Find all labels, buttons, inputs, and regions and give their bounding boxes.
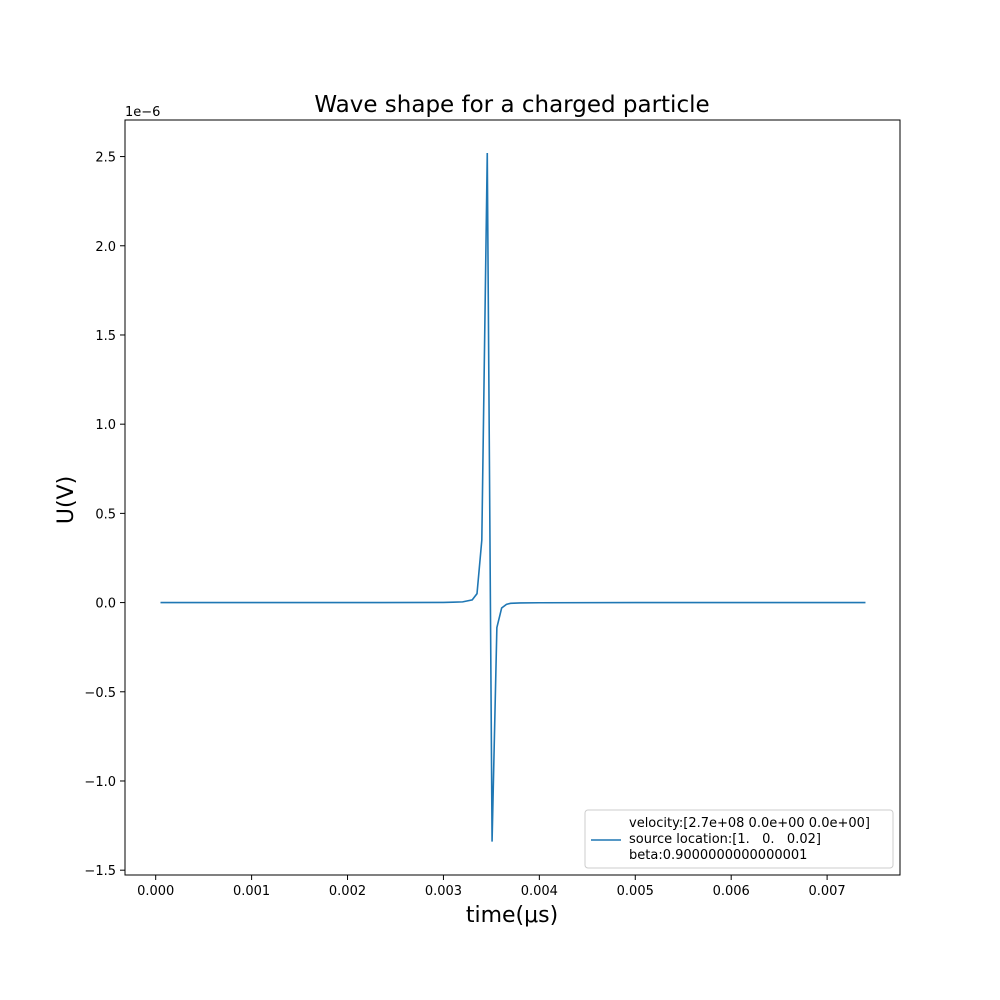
x-axis-ticks: 0.000 0.001 0.002 0.003 0.004 0.005 0.006 0.007 <box>137 875 846 899</box>
y-axis-title: U(V) <box>54 476 79 524</box>
y-axis-ticks: −1.5 −1.0 −0.5 0.0 0.5 1.0 1.5 2.0 2.5 <box>84 151 125 879</box>
series-line <box>160 152 866 842</box>
x-tick-label: 0.005 <box>617 884 654 899</box>
legend: velocity:[2.7e+08 0.0e+00 0.0e+00] sourc… <box>584 809 894 869</box>
y-tick-label: 2.0 <box>95 240 116 255</box>
legend-box <box>584 809 894 869</box>
y-tick-label: 1.5 <box>95 329 116 344</box>
y-tick-label: −0.5 <box>84 686 116 701</box>
x-axis-title: time(μs) <box>466 903 558 928</box>
legend-line-velocity: velocity:[2.7e+08 0.0e+00 0.0e+00] <box>629 816 870 831</box>
x-tick-label: 0.003 <box>425 884 462 899</box>
plot-frame <box>124 119 901 876</box>
x-tick-label: 0.002 <box>329 884 366 899</box>
y-tick-label: 1.0 <box>95 418 116 433</box>
y-tick-label: 0.0 <box>95 597 116 612</box>
x-tick-label: 0.007 <box>808 884 845 899</box>
legend-line-source-location: source location:[1. 0. 0.02] <box>629 832 821 847</box>
y-tick-label: 2.5 <box>95 151 116 166</box>
legend-line-beta: beta:0.9000000000000001 <box>629 848 807 863</box>
y-tick-label: −1.5 <box>84 864 116 879</box>
chart-title: Wave shape for a charged particle <box>314 92 709 118</box>
x-tick-label: 0.004 <box>521 884 558 899</box>
y-tick-label: 0.5 <box>95 507 116 522</box>
x-tick-label: 0.000 <box>137 884 174 899</box>
y-tick-label: −1.0 <box>84 775 116 790</box>
x-tick-label: 0.006 <box>713 884 750 899</box>
x-tick-label: 0.001 <box>233 884 270 899</box>
plot-background <box>125 120 900 875</box>
y-offset-label: 1e−6 <box>125 105 160 120</box>
